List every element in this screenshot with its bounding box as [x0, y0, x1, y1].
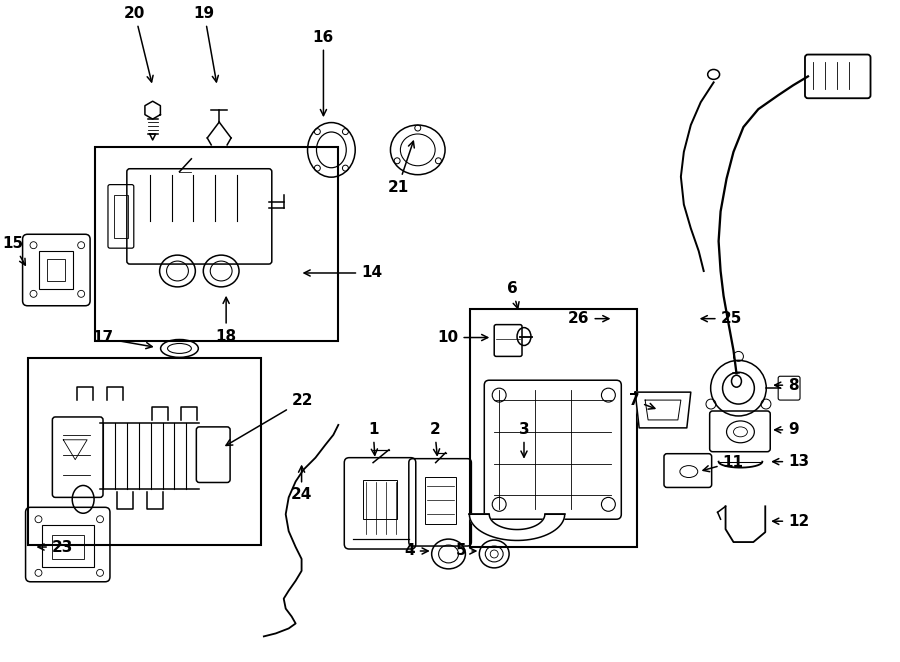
Text: 20: 20	[124, 6, 153, 82]
Bar	[425, 477, 456, 524]
Text: 16: 16	[313, 30, 334, 116]
Text: 8: 8	[775, 378, 798, 393]
Text: 4: 4	[404, 544, 428, 559]
Text: 26: 26	[568, 311, 609, 326]
Text: 23: 23	[38, 540, 73, 555]
Text: 10: 10	[437, 330, 488, 345]
Text: 12: 12	[773, 514, 809, 529]
Text: 24: 24	[291, 466, 312, 502]
Text: 15: 15	[3, 236, 25, 265]
Text: 7: 7	[628, 393, 655, 409]
Polygon shape	[470, 514, 564, 540]
Bar	[42, 525, 94, 567]
Bar	[114, 195, 128, 238]
Bar	[48, 259, 66, 281]
Bar	[471, 308, 637, 547]
Text: 6: 6	[507, 281, 519, 308]
Bar	[40, 251, 73, 289]
Text: 9: 9	[775, 422, 798, 438]
Text: 1: 1	[368, 422, 378, 455]
Text: 5: 5	[455, 544, 476, 559]
Text: 25: 25	[701, 311, 742, 326]
Text: 17: 17	[92, 330, 152, 349]
Bar	[95, 147, 338, 340]
Text: 3: 3	[518, 422, 529, 457]
Text: 13: 13	[773, 454, 809, 469]
Text: 2: 2	[429, 422, 440, 455]
Bar	[363, 479, 397, 519]
Text: 21: 21	[387, 141, 414, 195]
Polygon shape	[635, 392, 691, 428]
Text: 11: 11	[703, 455, 743, 472]
Text: 14: 14	[304, 265, 382, 281]
Text: 18: 18	[216, 297, 237, 344]
Text: 22: 22	[226, 393, 313, 446]
Text: 19: 19	[194, 6, 219, 82]
Bar	[52, 535, 84, 559]
Bar	[28, 358, 261, 545]
